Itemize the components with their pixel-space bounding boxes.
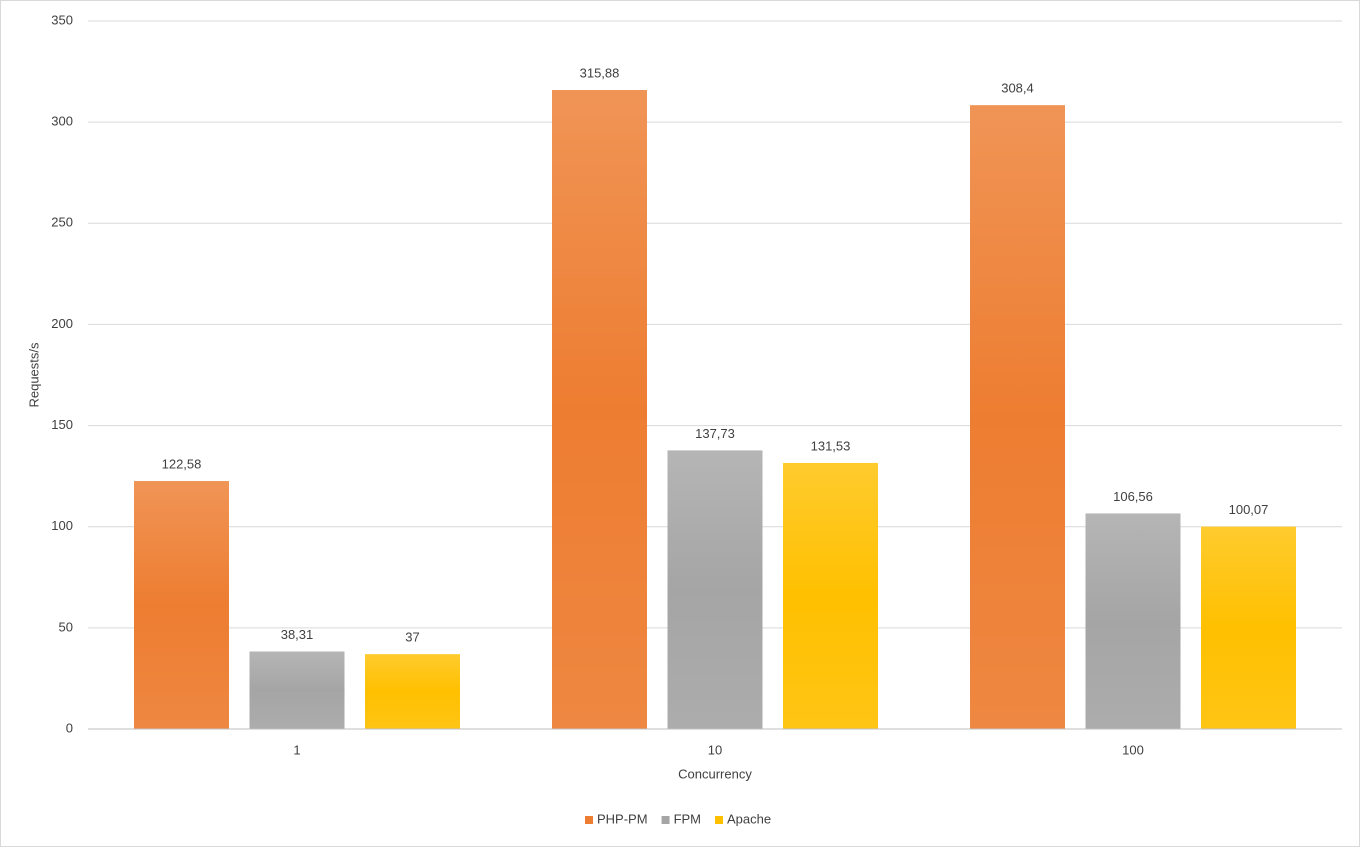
bar [249, 651, 345, 729]
data-label: 100,07 [1229, 502, 1269, 517]
bar [970, 105, 1065, 729]
y-tick-label: 100 [51, 518, 73, 533]
legend-swatch [585, 816, 593, 824]
bar [1085, 513, 1181, 729]
legend-label: Apache [727, 811, 771, 826]
bar [667, 450, 763, 729]
legend-label: FPM [674, 811, 701, 826]
y-tick-label: 0 [66, 720, 73, 735]
data-label: 37 [405, 630, 419, 645]
data-label: 315,88 [580, 65, 620, 80]
data-label: 38,31 [281, 627, 314, 642]
data-label: 122,58 [162, 456, 202, 471]
y-tick-label: 350 [51, 12, 73, 27]
bar [552, 90, 647, 729]
y-tick-label: 200 [51, 316, 73, 331]
data-label: 308,4 [1001, 81, 1034, 96]
y-axis-label: Requests/s [26, 342, 41, 408]
x-tick-label: 10 [708, 742, 722, 757]
bar [134, 481, 229, 729]
y-tick-label: 50 [59, 619, 73, 634]
x-tick-label: 1 [293, 742, 300, 757]
bar [365, 654, 460, 729]
legend-swatch [661, 816, 670, 824]
data-label: 106,56 [1113, 489, 1153, 504]
x-tick-label: 100 [1122, 742, 1144, 757]
y-tick-label: 250 [51, 215, 73, 230]
bar [1201, 526, 1296, 729]
bar [783, 462, 878, 729]
legend-label: PHP-PM [597, 811, 648, 826]
y-tick-label: 300 [51, 114, 73, 129]
x-axis-label: Concurrency [678, 766, 752, 781]
data-label: 137,73 [695, 426, 735, 441]
legend-swatch [715, 816, 724, 824]
y-tick-label: 150 [51, 417, 73, 432]
data-label: 131,53 [811, 438, 851, 453]
